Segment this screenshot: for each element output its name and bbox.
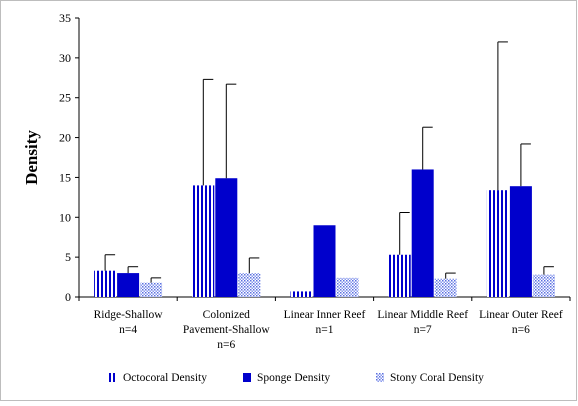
- y-tick-label: 35: [59, 11, 71, 25]
- x-category-label-line: n=6: [512, 324, 530, 336]
- bar-sponge-density: [411, 169, 434, 297]
- y-tick-label: 15: [59, 170, 71, 184]
- x-category-label-line: Linear Outer Reef: [479, 309, 563, 321]
- x-category-label: Linear Middle Reef n=7: [377, 309, 468, 336]
- bar-sponge-density: [117, 273, 140, 297]
- x-category-label-line: Colonized: [203, 309, 251, 321]
- bar-stony-coral-density: [140, 282, 163, 297]
- bar-octocoral-density: [290, 291, 313, 297]
- bar-sponge-density: [509, 186, 532, 297]
- x-category-label: Linear Inner Reef n=1: [284, 309, 366, 336]
- y-tick-label: 5: [65, 250, 71, 264]
- bar-octocoral-density: [192, 185, 215, 297]
- legend-entry: Stony Coral Density: [390, 372, 484, 384]
- bar-stony-coral-density: [434, 278, 457, 297]
- bar-octocoral-density: [94, 270, 117, 297]
- x-category-label-line: Linear Middle Reef: [377, 309, 468, 321]
- bar-sponge-density: [313, 225, 336, 297]
- x-category-label-line: n=7: [414, 324, 432, 336]
- bar-octocoral-density: [486, 190, 509, 297]
- legend-swatch: [243, 373, 251, 382]
- x-category-label-line: Pavement-Shallow: [183, 324, 271, 336]
- x-category-label: Colonized Pavement-Shallow n=6: [183, 309, 271, 351]
- bar-stony-coral-density: [238, 273, 261, 297]
- x-category-label: Ridge-Shallow n=4: [94, 309, 164, 336]
- y-tick-label: 30: [59, 51, 71, 65]
- legend-swatch: [109, 373, 117, 382]
- bar-sponge-density: [215, 178, 238, 297]
- x-category-label-line: n=1: [316, 324, 334, 336]
- y-tick-label: 10: [59, 210, 71, 224]
- bar-stony-coral-density: [532, 274, 555, 297]
- bar-stony-coral-density: [336, 277, 359, 297]
- x-category-label-line: n=6: [217, 339, 235, 351]
- y-axis-label: Density: [22, 130, 41, 185]
- x-category-label-line: n=4: [119, 324, 137, 336]
- x-category-label-line: Linear Inner Reef: [284, 309, 366, 321]
- y-tick-label: 0: [65, 290, 71, 304]
- legend-entry: Sponge Density: [257, 372, 330, 384]
- y-tick-label: 20: [59, 131, 71, 145]
- x-category-label: Linear Outer Reef n=6: [479, 309, 563, 336]
- legend-swatch: [376, 373, 384, 382]
- y-tick-label: 25: [59, 91, 71, 105]
- legend-entry: Octocoral Density: [123, 372, 207, 384]
- x-category-label-line: Ridge-Shallow: [94, 309, 164, 321]
- bar-octocoral-density: [388, 254, 411, 297]
